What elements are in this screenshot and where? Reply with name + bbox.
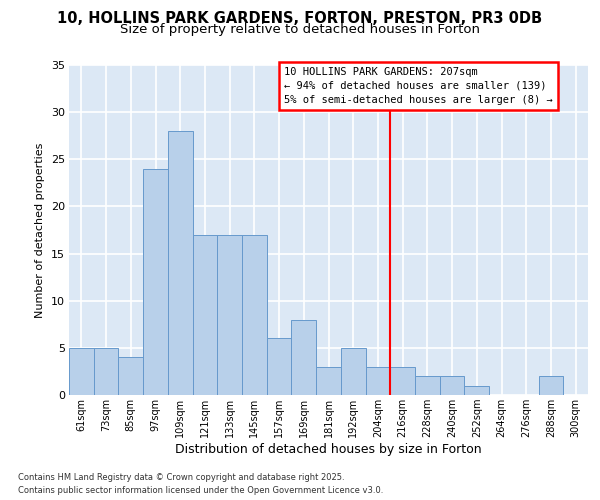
Bar bbox=[267, 338, 292, 395]
Bar bbox=[390, 366, 415, 395]
Bar bbox=[316, 366, 341, 395]
Y-axis label: Number of detached properties: Number of detached properties bbox=[35, 142, 45, 318]
Text: 10 HOLLINS PARK GARDENS: 207sqm
← 94% of detached houses are smaller (139)
5% of: 10 HOLLINS PARK GARDENS: 207sqm ← 94% of… bbox=[284, 67, 553, 105]
Bar bbox=[118, 358, 143, 395]
Bar bbox=[242, 234, 267, 395]
Text: Size of property relative to detached houses in Forton: Size of property relative to detached ho… bbox=[120, 22, 480, 36]
Bar bbox=[217, 234, 242, 395]
Text: Contains HM Land Registry data © Crown copyright and database right 2025.
Contai: Contains HM Land Registry data © Crown c… bbox=[18, 474, 383, 495]
Bar bbox=[341, 348, 365, 395]
Bar bbox=[193, 234, 217, 395]
Bar bbox=[464, 386, 489, 395]
Bar bbox=[69, 348, 94, 395]
Bar bbox=[94, 348, 118, 395]
Bar bbox=[440, 376, 464, 395]
Bar bbox=[143, 168, 168, 395]
Bar bbox=[292, 320, 316, 395]
Bar bbox=[415, 376, 440, 395]
Bar bbox=[168, 131, 193, 395]
Text: 10, HOLLINS PARK GARDENS, FORTON, PRESTON, PR3 0DB: 10, HOLLINS PARK GARDENS, FORTON, PRESTO… bbox=[58, 11, 542, 26]
X-axis label: Distribution of detached houses by size in Forton: Distribution of detached houses by size … bbox=[175, 443, 482, 456]
Bar bbox=[539, 376, 563, 395]
Bar bbox=[365, 366, 390, 395]
